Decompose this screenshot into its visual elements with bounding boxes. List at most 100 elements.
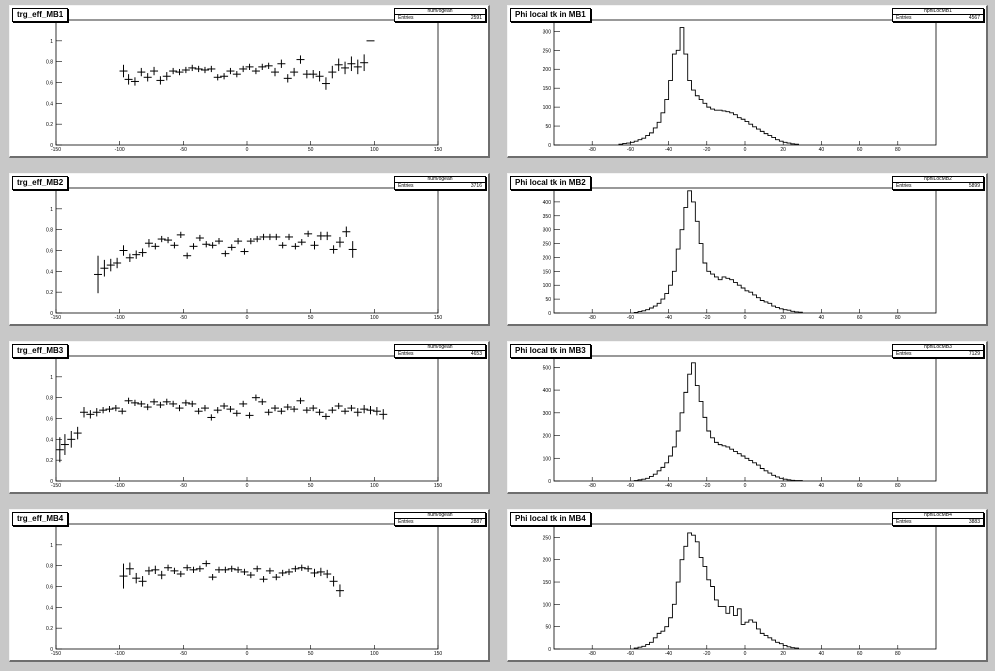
- data-point: [143, 403, 152, 411]
- plot-svg: 0 100 200 300 400 500 -80 -60 -40 -20 0 20 40 60 80: [543, 355, 937, 489]
- data-point: [341, 61, 350, 75]
- y-tick-label: 0.8: [46, 396, 53, 402]
- x-tick-label: 0: [744, 315, 747, 321]
- y-tick-label: 0.8: [46, 564, 53, 570]
- x-tick-label: -80: [589, 651, 596, 657]
- y-tick-label: 0.6: [46, 249, 53, 255]
- data-point: [181, 66, 190, 74]
- y-tick-label: 100: [543, 456, 552, 462]
- x-tick-label: 60: [857, 483, 863, 489]
- plot-pad[interactable]: 050100150200250300350400450-80-60-40-200…: [507, 173, 988, 326]
- data-point: [130, 77, 139, 86]
- y-tick-label: 1: [50, 543, 53, 549]
- data-point: [105, 406, 114, 413]
- plot-pad[interactable]: 0 50 100 150 200 250 -80 -60 -40 -20 0 20 40 60 80 Phi …: [507, 509, 988, 662]
- data-point: [278, 242, 287, 249]
- y-tick-label: 0.8: [46, 60, 53, 66]
- data-point: [60, 434, 69, 455]
- plot-pad[interactable]: 0 0.2 0.4 0.6 0.8 1 -150 -100 -50 0 50 100 150 trg_ef…: [9, 173, 490, 326]
- data-point: [138, 248, 147, 257]
- x-tick-label: 100: [370, 651, 379, 657]
- data-point: [296, 55, 305, 64]
- x-tick-label: 50: [308, 651, 314, 657]
- x-tick-label: 100: [370, 147, 379, 153]
- x-tick-label: 20: [780, 147, 786, 153]
- x-tick-label: -50: [180, 315, 187, 321]
- data-point: [67, 431, 76, 448]
- data-point: [200, 404, 209, 412]
- data-point: [194, 65, 203, 73]
- plot-frame: [553, 187, 937, 314]
- data-point: [137, 400, 146, 408]
- x-tick-label: 80: [895, 651, 901, 657]
- x-tick-label: 0: [744, 651, 747, 657]
- histogram-line: [633, 532, 799, 649]
- plot-frame: [553, 355, 937, 482]
- plot-pad[interactable]: 0 100 200 300 400 500 -80 -60 -40 -20 0 20 40 60 80 Phi…: [507, 341, 988, 494]
- data-point: [251, 394, 260, 401]
- data-point: [183, 252, 192, 259]
- data-point: [202, 560, 211, 567]
- plot-title: Phi local tk in MB3: [510, 344, 591, 358]
- data-point: [170, 242, 179, 249]
- x-tick-label: 150: [434, 315, 443, 321]
- x-tick-label: -60: [627, 147, 634, 153]
- data-point: [227, 244, 236, 251]
- data-point: [239, 400, 248, 408]
- plot-svg: 0 0.2 0.4 0.6 0.8 1 -150 -100 -50 0 50 100 150: [46, 19, 442, 153]
- data-point: [240, 568, 249, 576]
- data-point: [240, 248, 249, 255]
- plot-pad[interactable]: 0 0.2 0.4 0.6 0.8 1 -150 -100 -50 0 50 100 150 trg_ef…: [9, 509, 490, 662]
- data-point: [285, 568, 294, 576]
- data-point: [200, 66, 209, 74]
- plot-pad[interactable]: 0 0.2 0.4 0.6 0.8 1 -150 -100 -50 0 50 100 150 trg_ef…: [9, 5, 490, 158]
- y-tick-label: 150: [543, 269, 552, 275]
- y-tick-label: 100: [543, 283, 552, 289]
- data-point: [360, 404, 369, 414]
- data-point: [264, 409, 273, 416]
- data-point: [347, 56, 356, 72]
- data-point: [323, 569, 332, 579]
- plot-pad[interactable]: 0 50 100 150 200 250 300 -80 -60 -40 -20 0 20 40 60 80 P…: [507, 5, 988, 158]
- data-point: [157, 570, 166, 580]
- data-point: [290, 406, 299, 413]
- data-point: [100, 259, 109, 277]
- x-tick-label: 20: [780, 651, 786, 657]
- stats-entries-value: 4653: [470, 351, 482, 357]
- stats-histogram-name: num/ogeah: [395, 177, 485, 183]
- data-point: [329, 576, 338, 587]
- plot-pad[interactable]: 0 0.2 0.4 0.6 0.8 1 -150 -100 -50 0 50 100 150 trg_ef…: [9, 341, 490, 494]
- stats-entries-label: Entries: [398, 351, 414, 357]
- data-point: [335, 236, 344, 248]
- plot-svg: 0 50 100 150 200 250 300 -80 -60 -40 -20 0 20 40 60 80: [543, 19, 937, 153]
- x-tick-label: -100: [115, 483, 125, 489]
- data-point: [272, 574, 281, 581]
- data-point: [245, 63, 254, 70]
- x-tick-label: -80: [589, 315, 596, 321]
- data-point: [366, 406, 375, 415]
- x-tick-label: 60: [857, 651, 863, 657]
- data-point: [92, 408, 101, 417]
- stats-entries-value: 4567: [968, 15, 980, 21]
- y-tick-label: 300: [543, 29, 552, 35]
- data-point: [150, 398, 159, 405]
- stats-box: hphiLocMB1 Entries 4567: [892, 8, 984, 22]
- data-point: [272, 233, 281, 241]
- data-point: [271, 67, 280, 77]
- data-point: [258, 398, 267, 405]
- plot-title: trg_eff_MB2: [12, 176, 69, 190]
- data-point: [207, 414, 216, 421]
- stats-box: hphiLocMB3 Entries 7129: [892, 344, 984, 358]
- data-point: [144, 566, 153, 576]
- stats-entries-label: Entries: [896, 183, 912, 189]
- x-tick-label: -150: [51, 147, 61, 153]
- plot-frame: [55, 187, 439, 314]
- y-tick-label: 0.4: [46, 269, 53, 275]
- stats-entries-value: 5899: [968, 183, 980, 189]
- data-point: [277, 59, 286, 68]
- data-point: [208, 574, 217, 581]
- data-point: [220, 402, 229, 410]
- x-tick-label: 40: [819, 651, 825, 657]
- data-point: [194, 408, 203, 415]
- x-tick-label: -100: [115, 147, 125, 153]
